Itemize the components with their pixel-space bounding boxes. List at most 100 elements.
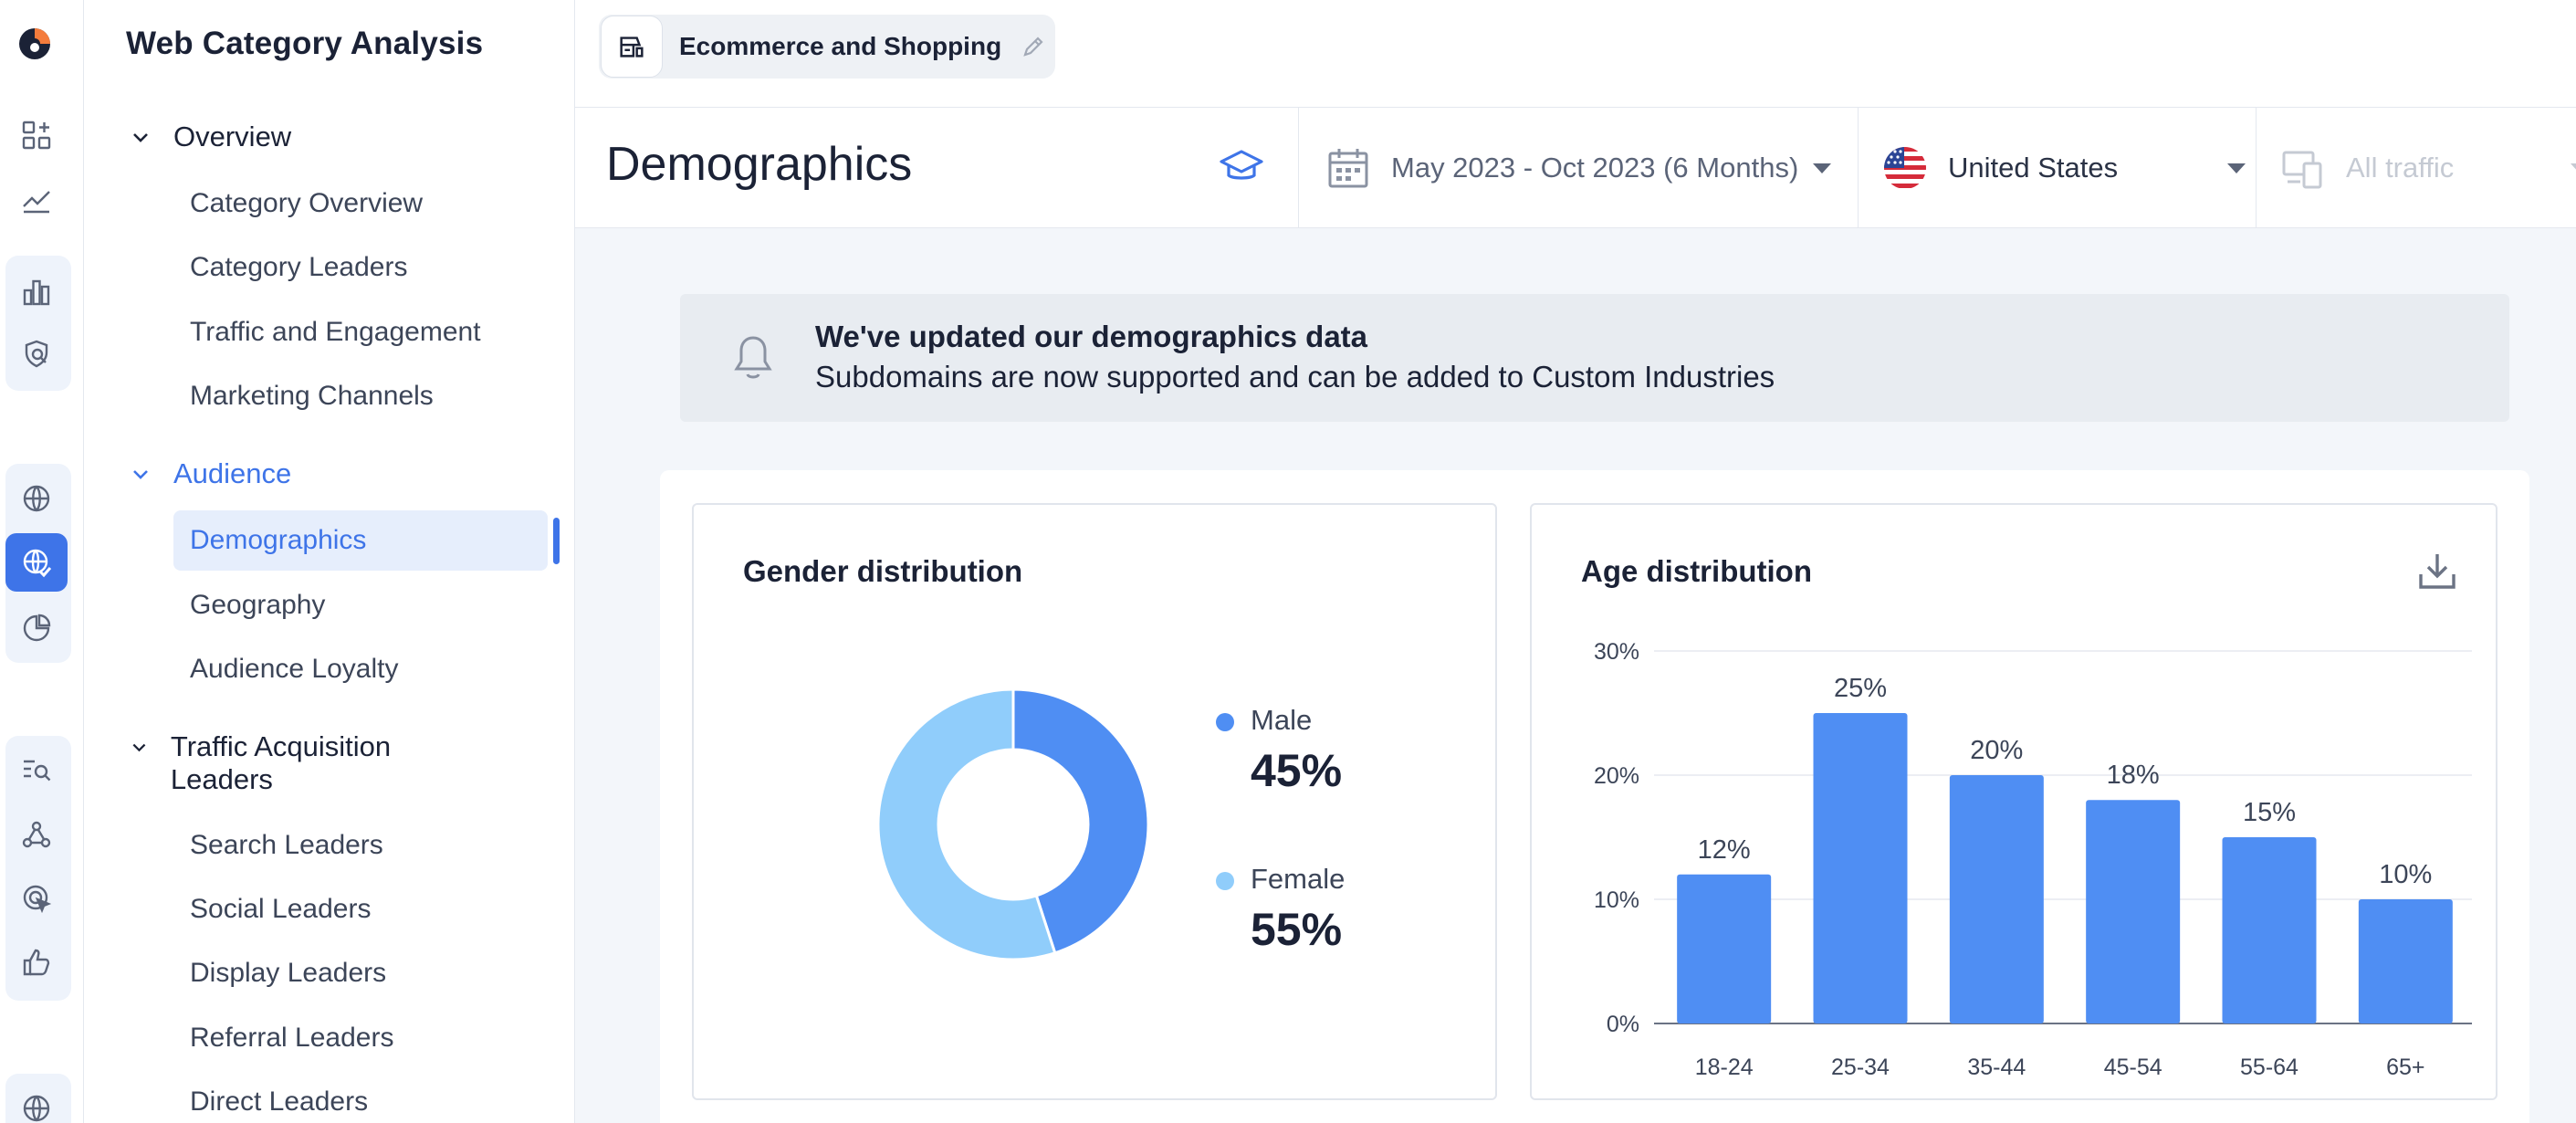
- caret-down-icon: [2227, 163, 2246, 173]
- caret-down-icon: [1813, 163, 1832, 173]
- nav-item-audience-loyalty[interactable]: Audience Loyalty: [190, 654, 399, 684]
- top-bar: Ecommerce and Shopping: [575, 0, 2576, 108]
- nav-item-social-leaders[interactable]: Social Leaders: [190, 894, 372, 924]
- nav-section-label: Audience: [173, 457, 292, 489]
- pie-chart-icon[interactable]: [18, 610, 55, 646]
- nav-section-label: Traffic Acquisition Leaders: [170, 730, 392, 795]
- date-range-dropdown[interactable]: May 2023 - Oct 2023 (6 Months): [1325, 108, 1832, 228]
- divider: [1298, 108, 1299, 228]
- nav-item-category-leaders[interactable]: Category Leaders: [190, 252, 408, 282]
- bar-value-label: 10%: [2379, 860, 2432, 889]
- keyword-search-icon[interactable]: [18, 752, 55, 789]
- y-tick-label: 30%: [1594, 639, 1639, 665]
- x-tick-label: 18-24: [1695, 1055, 1754, 1080]
- y-tick-label: 20%: [1594, 763, 1639, 789]
- chevron-down-icon: [133, 470, 148, 479]
- country-dropdown[interactable]: United States: [1882, 108, 2246, 228]
- legend-label: Female: [1251, 863, 1346, 895]
- age-bar-chart: 0% 10% 20% 30% 12% 18-24 25% 25-34 20% 35-44 18% 45…: [1594, 639, 2472, 1080]
- divider: [1858, 108, 1859, 228]
- legend-dot-male: [1216, 713, 1234, 731]
- card-title: Gender distribution: [743, 554, 1023, 588]
- date-range-value: May 2023 - Oct 2023 (6 Months): [1391, 152, 1799, 184]
- nav-item-display-leaders[interactable]: Display Leaders: [190, 958, 387, 988]
- donut-slice-male: [1011, 687, 1150, 955]
- nav-item-traffic-and-engagement[interactable]: Traffic and Engagement: [190, 317, 481, 347]
- x-tick-label: 35-44: [1967, 1055, 2026, 1080]
- traffic-value: All traffic: [2346, 152, 2455, 184]
- x-tick-label: 45-54: [2104, 1055, 2162, 1080]
- nav-section-overview[interactable]: Overview: [130, 121, 291, 153]
- target-cursor-icon[interactable]: [18, 880, 55, 917]
- nav-section-traffic-acquisition-leaders[interactable]: Traffic Acquisition Leaders: [130, 730, 458, 796]
- x-tick-label: 65+: [2386, 1055, 2424, 1080]
- chevron-down-icon: [132, 743, 146, 752]
- bar-35-44: [1949, 775, 2044, 1023]
- network-icon[interactable]: [18, 816, 55, 853]
- nav-item-referral-leaders[interactable]: Referral Leaders: [190, 1023, 394, 1053]
- globe-bottom-icon[interactable]: [18, 1090, 55, 1123]
- category-chip[interactable]: Ecommerce and Shopping: [599, 15, 1055, 79]
- gender-distribution-card: Gender distribution Male 45% Female 55%: [692, 503, 1497, 1100]
- shopping-store-icon: [601, 16, 663, 78]
- category-name: Ecommerce and Shopping: [679, 32, 1002, 60]
- nav-item-demographics[interactable]: Demographics: [173, 510, 548, 571]
- x-tick-label: 55-64: [2240, 1055, 2299, 1080]
- bar-value-label: 18%: [2107, 761, 2160, 790]
- traffic-dropdown[interactable]: All traffic: [2280, 108, 2576, 228]
- banner-title: We've updated our demographics data: [815, 320, 1368, 353]
- nav-item-search-leaders[interactable]: Search Leaders: [190, 830, 383, 860]
- page-title: Demographics: [606, 138, 913, 191]
- bar-18-24: [1677, 874, 1772, 1023]
- banner-text: Subdomains are now supported and can be …: [815, 360, 1775, 394]
- nav-item-marketing-channels[interactable]: Marketing Channels: [190, 381, 434, 411]
- trend-line-icon[interactable]: [18, 181, 55, 217]
- x-tick-label: 25-34: [1831, 1055, 1890, 1080]
- nav-title: Web Category Analysis: [126, 26, 484, 61]
- globe-icon[interactable]: [18, 480, 55, 517]
- bar-55-64: [2222, 837, 2317, 1023]
- page-header: Demographics May 2023 - Oct 2023 (6 Mont…: [575, 108, 2576, 228]
- rail-group-research: [5, 256, 71, 391]
- donut-slice-female: [876, 687, 1057, 961]
- nav-item-direct-leaders[interactable]: Direct Leaders: [190, 1086, 369, 1117]
- bar-65+: [2358, 899, 2453, 1023]
- calendar-icon: [1328, 149, 1368, 188]
- bar-25-34: [1813, 713, 1908, 1023]
- y-tick-label: 10%: [1594, 887, 1639, 913]
- age-distribution-card: 0% 10% 20% 30% 12% 18-24 25% 25-34 20% 35-44 18% 45…: [1530, 503, 2497, 1100]
- update-banner: We've updated our demographics data Subd…: [680, 294, 2509, 422]
- similarweb-logo-icon[interactable]: [16, 26, 53, 62]
- y-tick-label: 0%: [1607, 1012, 1639, 1037]
- caret-down-icon: [2571, 163, 2576, 173]
- us-flag-icon: [1884, 147, 1926, 189]
- icon-rail: [0, 0, 84, 1123]
- bar-value-label: 15%: [2243, 798, 2296, 827]
- legend-dot-female: [1216, 872, 1234, 890]
- nav-item-category-overview[interactable]: Category Overview: [190, 188, 424, 218]
- market-analysis-icon[interactable]: [5, 533, 68, 592]
- legend-label: Male: [1251, 704, 1313, 736]
- graduation-cap-icon[interactable]: [1218, 146, 1265, 186]
- devices-icon: [2282, 151, 2322, 189]
- dashboard-add-icon[interactable]: [18, 117, 55, 153]
- bar-chart-icon[interactable]: [18, 274, 55, 310]
- bar-value-label: 25%: [1834, 674, 1887, 703]
- nav-panel: Web Category Analysis Overview Category …: [84, 0, 575, 1123]
- country-value: United States: [1948, 152, 2119, 184]
- nav-section-label: Overview: [173, 121, 292, 152]
- divider: [2256, 108, 2257, 228]
- legend-value: 55%: [1251, 904, 1343, 955]
- bar-45-54: [2086, 800, 2181, 1023]
- search-shield-icon[interactable]: [18, 336, 55, 373]
- edit-pencil-icon[interactable]: [1020, 33, 1047, 60]
- nav-section-audience[interactable]: Audience: [130, 457, 291, 490]
- gender-donut-chart: [876, 687, 1150, 961]
- nav-item-geography[interactable]: Geography: [190, 590, 326, 620]
- card-title: Age distribution: [1581, 554, 1812, 588]
- chevron-down-icon: [133, 133, 148, 142]
- thumbs-up-icon[interactable]: [18, 944, 55, 981]
- bell-icon: [734, 336, 772, 379]
- download-icon[interactable]: [2415, 549, 2459, 593]
